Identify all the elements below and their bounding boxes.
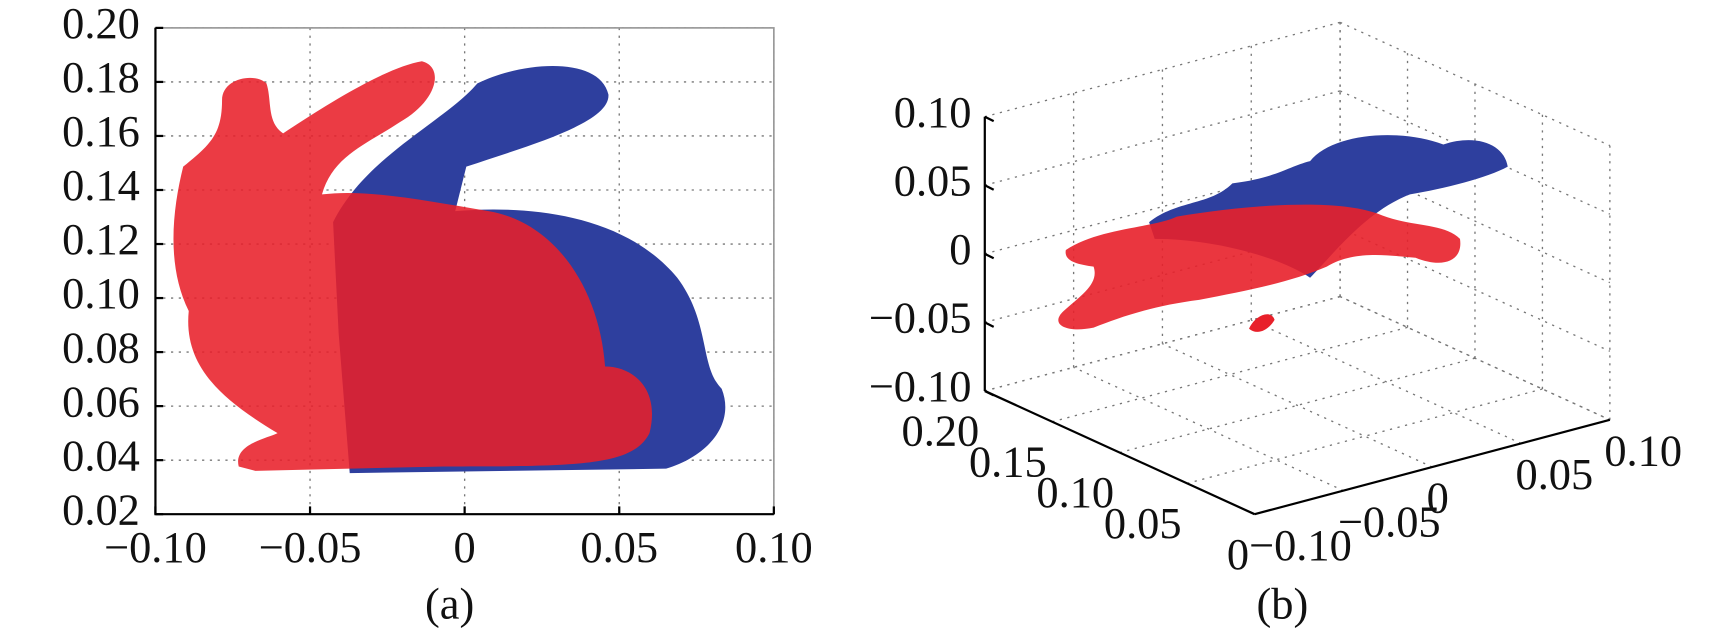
y-tick-label: 0.08 <box>62 322 140 372</box>
grid-line <box>1073 366 1344 492</box>
grid-line <box>1339 227 1611 352</box>
grid-line <box>1250 319 1522 445</box>
y-tick-label: 0.10 <box>62 268 140 318</box>
x-tick-label: −0.05 <box>1338 496 1441 546</box>
y-tick-label: 0.10 <box>1036 467 1114 517</box>
z-tick-label: −0.10 <box>869 361 972 411</box>
x-tick-label: −0.05 <box>259 522 362 572</box>
y-tick-label: 0.12 <box>62 214 140 264</box>
panel-b <box>983 21 1611 516</box>
x-tick-label: 0 <box>1427 473 1449 523</box>
grid-line <box>1339 295 1611 421</box>
y-tick-label: 0 <box>1227 529 1249 579</box>
y-tick-label: 0.04 <box>62 430 140 480</box>
y-tick-label: 0.20 <box>902 406 980 456</box>
x-tick-label: −0.10 <box>1249 520 1352 570</box>
axis-line <box>984 389 1256 516</box>
y-tick-label: 0.15 <box>969 436 1047 486</box>
point-clouds-b <box>1058 135 1508 332</box>
axis-line <box>1254 418 1611 516</box>
x-tick-label: 0.05 <box>580 522 658 572</box>
tick-mark <box>984 321 995 328</box>
caption: (a) <box>425 579 474 629</box>
panel-a <box>154 27 775 515</box>
tick-mark <box>984 115 995 123</box>
z-tick-label: −0.05 <box>869 293 972 343</box>
y-tick-label: 0.06 <box>62 376 140 426</box>
point-cloud-red <box>173 61 653 471</box>
y-tick-label: 0.02 <box>62 484 140 534</box>
x-tick-label: 0.10 <box>1604 426 1682 476</box>
z-tick-label: 0.10 <box>894 87 972 137</box>
caption: (b) <box>1256 579 1308 629</box>
x-tick-label: 0.10 <box>735 522 813 572</box>
y-tick-label: 0.20 <box>62 0 140 48</box>
x-tick-label: 0.05 <box>1516 449 1594 499</box>
grid-line <box>1339 21 1611 147</box>
y-tick-label: 0.14 <box>62 160 140 210</box>
x-tick-label: 0 <box>454 522 476 572</box>
tick-mark <box>984 252 995 260</box>
y-tick-label: 0.16 <box>62 106 140 156</box>
x-tick-label: −0.10 <box>104 522 207 572</box>
point-cloud-red <box>1249 314 1275 332</box>
grid-line <box>1186 388 1543 485</box>
grid-line <box>1339 158 1611 284</box>
y-tick-label: 0.05 <box>1104 498 1182 548</box>
y-tick-label: 0.18 <box>62 52 140 102</box>
z-tick-label: 0.05 <box>894 155 972 205</box>
grid-line <box>1052 326 1408 423</box>
tick-mark <box>984 184 995 191</box>
point-cloud-red <box>1058 204 1461 330</box>
grid-line <box>1162 343 1433 468</box>
z-tick-label: 0 <box>949 224 971 274</box>
